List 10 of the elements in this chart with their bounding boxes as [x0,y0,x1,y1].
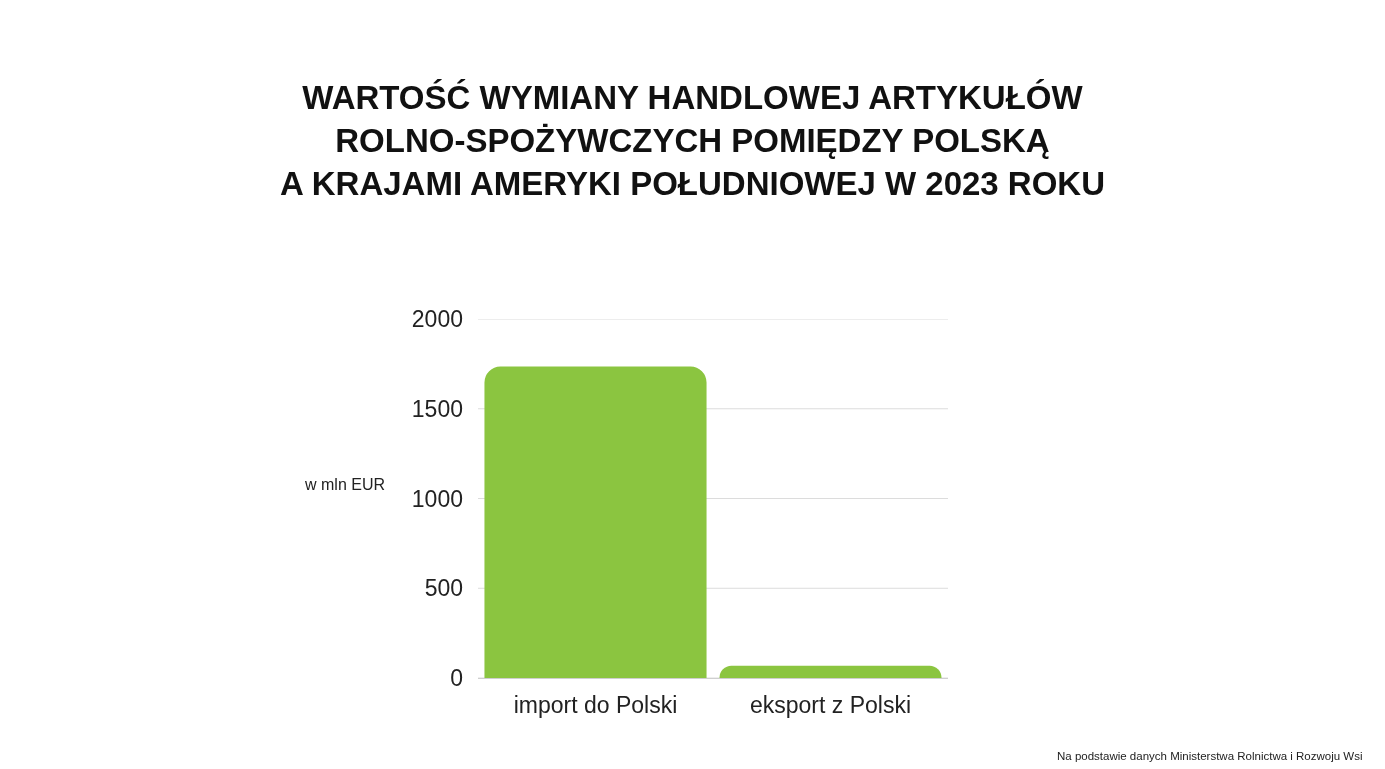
y-axis-title: w mln EUR [304,476,386,493]
y-tick-label: 0 [450,665,463,692]
y-tick-label: 2000 [411,306,463,333]
text: Na podstawie danych Ministerstwa Rolnictwa i Rozwoju Wsi [1057,750,1363,762]
y-tick-label: 1000 [411,485,463,512]
x-tick-label: eksport z Polski [749,691,912,718]
y-tick-label: 500 [424,575,463,602]
x-tick-label: import do Polski [513,691,678,718]
chart-title: WARTOŚĆ WYMIANY HANDLOWEJ ARTYKUŁÓW ROLNO-SPOŻYWCZYCH POMIĘDZY POLSKĄ A KRAJAMI AMERYKI POŁUDNIOWEJ W 2023 ROKU [279,79,1106,202]
y-tick-label: 1500 [411,395,463,422]
